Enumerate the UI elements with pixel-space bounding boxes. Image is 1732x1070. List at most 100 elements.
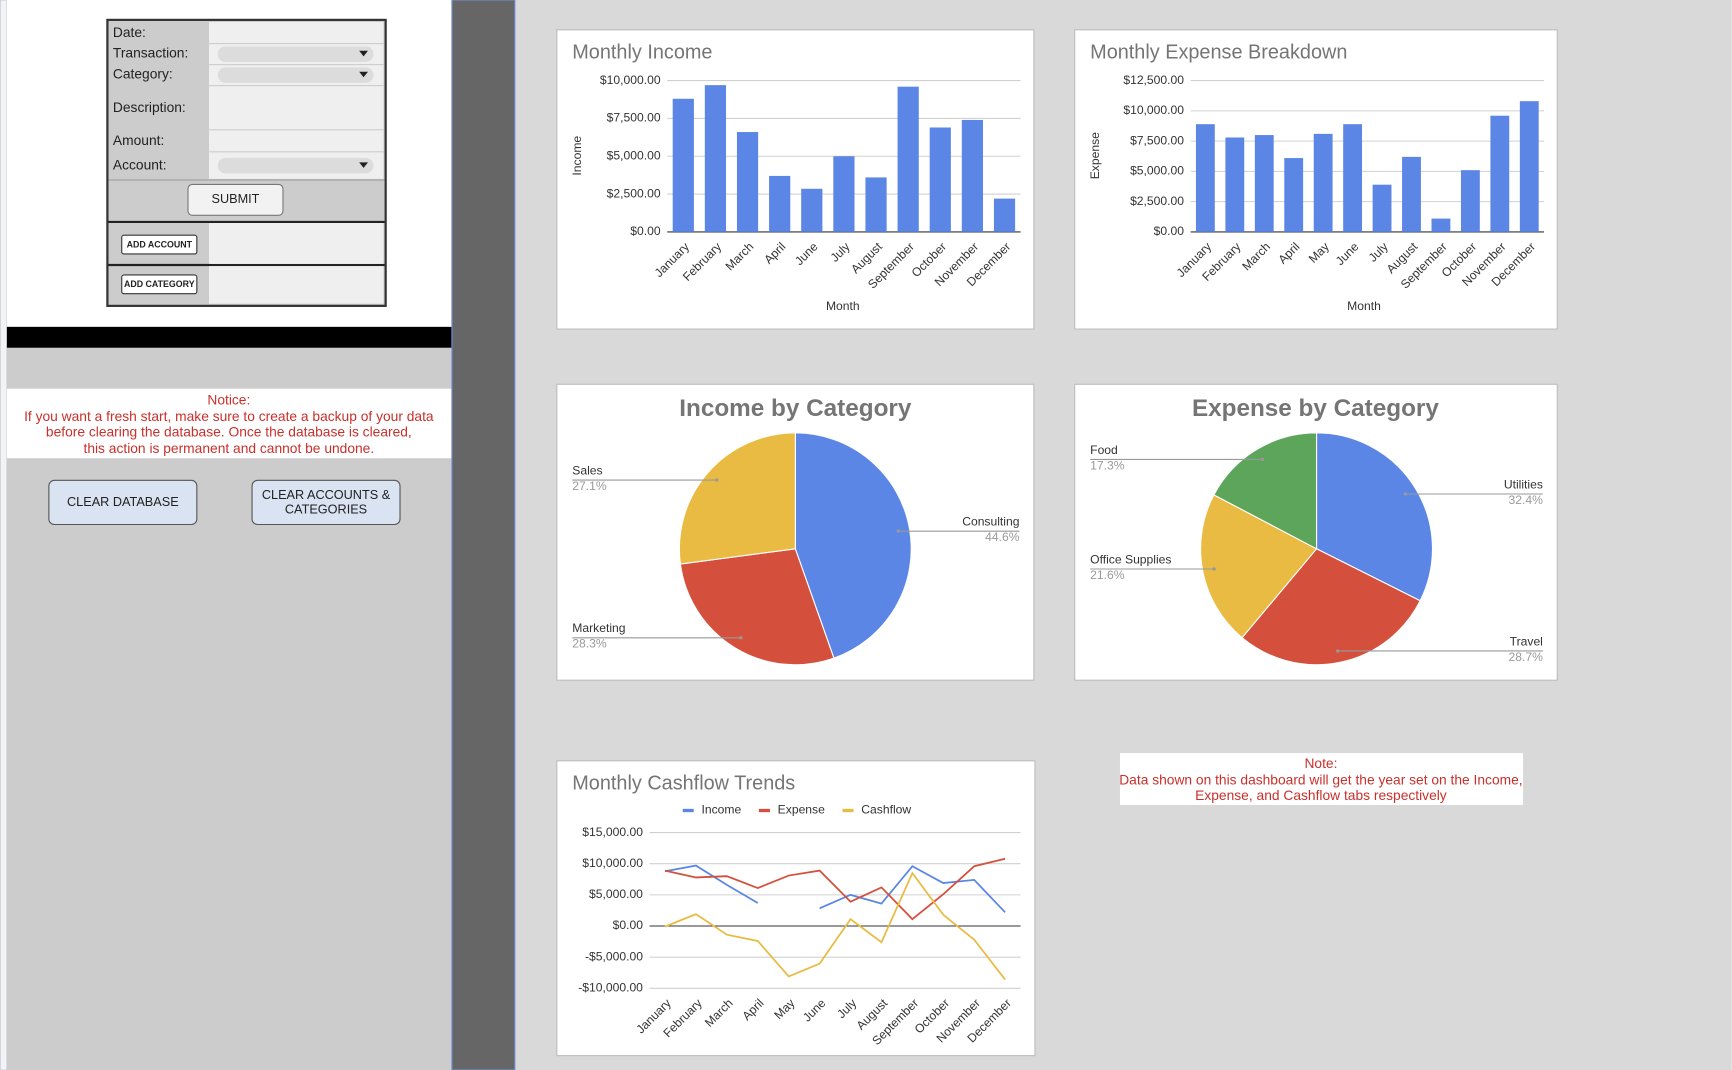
notice-text: this action is permanent and cannot be u…	[83, 441, 374, 456]
add-account-label: ADD ACCOUNT	[127, 239, 193, 249]
account-field[interactable]	[208, 223, 384, 264]
y-tick-label: $0.00	[630, 224, 661, 238]
y-axis-label: Income	[570, 136, 584, 176]
category-field[interactable]	[208, 266, 384, 304]
dropdown[interactable]	[217, 157, 374, 174]
pie-slice	[679, 548, 835, 666]
slice-value: 21.6%	[1090, 568, 1125, 582]
lower-panel	[6, 347, 452, 1070]
bar	[865, 177, 887, 232]
notice-title: Notice:	[207, 392, 250, 407]
notice-text: If you want a fresh start, make sure to …	[24, 409, 434, 424]
slice-value: 44.6%	[985, 530, 1020, 544]
bar	[1254, 135, 1274, 232]
note-title: Note:	[1304, 756, 1337, 771]
y-axis-label: Expense	[1088, 132, 1102, 179]
leader-dot	[1212, 567, 1216, 571]
note-text: Expense, and Cashflow tabs respectively	[1195, 788, 1447, 803]
chart-title: Monthly Cashflow Trends	[572, 772, 795, 794]
pie-slice	[794, 432, 912, 659]
clear-database-button[interactable]	[48, 479, 198, 526]
field-label: Category:	[113, 67, 173, 82]
y-tick-label: $5,000.00	[607, 148, 661, 162]
chart-title: Expense by Category	[1192, 395, 1439, 422]
leader-dot	[1260, 457, 1265, 462]
bar	[704, 85, 727, 232]
x-axis-label: Month	[826, 299, 860, 313]
bar	[736, 132, 759, 232]
clear-accounts-button[interactable]	[251, 479, 401, 526]
y-tick-label: $2,500.00	[1130, 194, 1184, 208]
slice-label: Utilities	[1504, 477, 1543, 491]
pie-slice	[1241, 548, 1421, 666]
dropdown[interactable]	[217, 46, 374, 62]
leader-dot	[1336, 649, 1340, 653]
y-tick-label: $15,000.00	[582, 825, 643, 839]
y-tick-label: $12,500.00	[1123, 73, 1184, 87]
dropdown[interactable]	[217, 67, 374, 83]
y-tick-label: -$5,000.00	[585, 949, 643, 963]
y-tick-label: $10,000.00	[582, 856, 643, 870]
legend-label: Cashflow	[861, 803, 911, 817]
note-box	[1119, 753, 1524, 805]
pie-slice	[678, 432, 796, 565]
notice-text: before clearing the database. Once the d…	[46, 424, 412, 439]
button-label: CLEAR DATABASE	[67, 495, 179, 509]
add-account-button[interactable]	[121, 234, 198, 255]
pie-slice	[1315, 432, 1434, 602]
submit-label: SUBMIT	[212, 192, 260, 206]
y-tick-label: $10,000.00	[1123, 103, 1184, 117]
y-tick-label: $5,000.00	[1130, 164, 1184, 178]
field-label: Date:	[113, 25, 146, 40]
y-tick-label: $0.00	[1154, 224, 1185, 238]
dropdown-arrow	[359, 71, 368, 78]
bar	[769, 175, 791, 232]
bar	[1460, 170, 1480, 232]
field-label: Transaction:	[113, 46, 188, 61]
bar	[833, 156, 855, 232]
slice-value: 28.3%	[572, 637, 607, 651]
bar	[672, 98, 694, 232]
slice-label: Sales	[572, 463, 602, 477]
description-input[interactable]	[208, 86, 384, 130]
chart-frame	[556, 29, 1035, 330]
bar	[1372, 184, 1392, 232]
bar	[993, 198, 1016, 232]
y-tick-label: $7,500.00	[1130, 133, 1184, 147]
bar	[1431, 218, 1451, 232]
y-tick-label: $0.00	[613, 918, 644, 932]
notice-box	[6, 388, 452, 459]
bar	[1519, 101, 1539, 232]
add-category-button[interactable]	[121, 274, 198, 295]
series-line	[664, 871, 1006, 981]
date-input[interactable]	[208, 22, 384, 44]
slice-label: Consulting	[962, 515, 1019, 529]
bar	[961, 119, 984, 232]
dropdown-arrow	[359, 50, 368, 57]
leader-dot	[715, 478, 719, 482]
slice-value: 27.1%	[572, 479, 607, 493]
chart-title: Monthly Expense Breakdown	[1090, 41, 1347, 63]
chart-title: Monthly Income	[572, 41, 712, 63]
bar	[1284, 158, 1304, 232]
slice-value: 28.7%	[1509, 650, 1544, 664]
slice-value: 32.4%	[1509, 493, 1544, 507]
amount-input[interactable]	[208, 130, 384, 152]
dropdown-arrow	[359, 162, 368, 168]
chart-frame	[556, 760, 1036, 1057]
bar	[1402, 156, 1421, 232]
add-category-label: ADD CATEGORY	[124, 279, 195, 289]
separator	[451, 0, 516, 1070]
y-tick-label: $10,000.00	[600, 73, 661, 87]
entry-form: Date: Transaction: Category: Description…	[106, 18, 387, 307]
slice-label: Marketing	[572, 621, 625, 635]
legend-label: Expense	[778, 803, 825, 817]
button-label: CLEAR ACCOUNTS &	[262, 488, 391, 502]
y-tick-label: -$10,000.00	[578, 980, 643, 994]
bar	[1490, 115, 1510, 232]
button-label: CATEGORIES	[285, 503, 367, 517]
submit-button[interactable]	[187, 183, 284, 216]
legend-label: Income	[701, 803, 741, 817]
bar	[1225, 137, 1245, 232]
